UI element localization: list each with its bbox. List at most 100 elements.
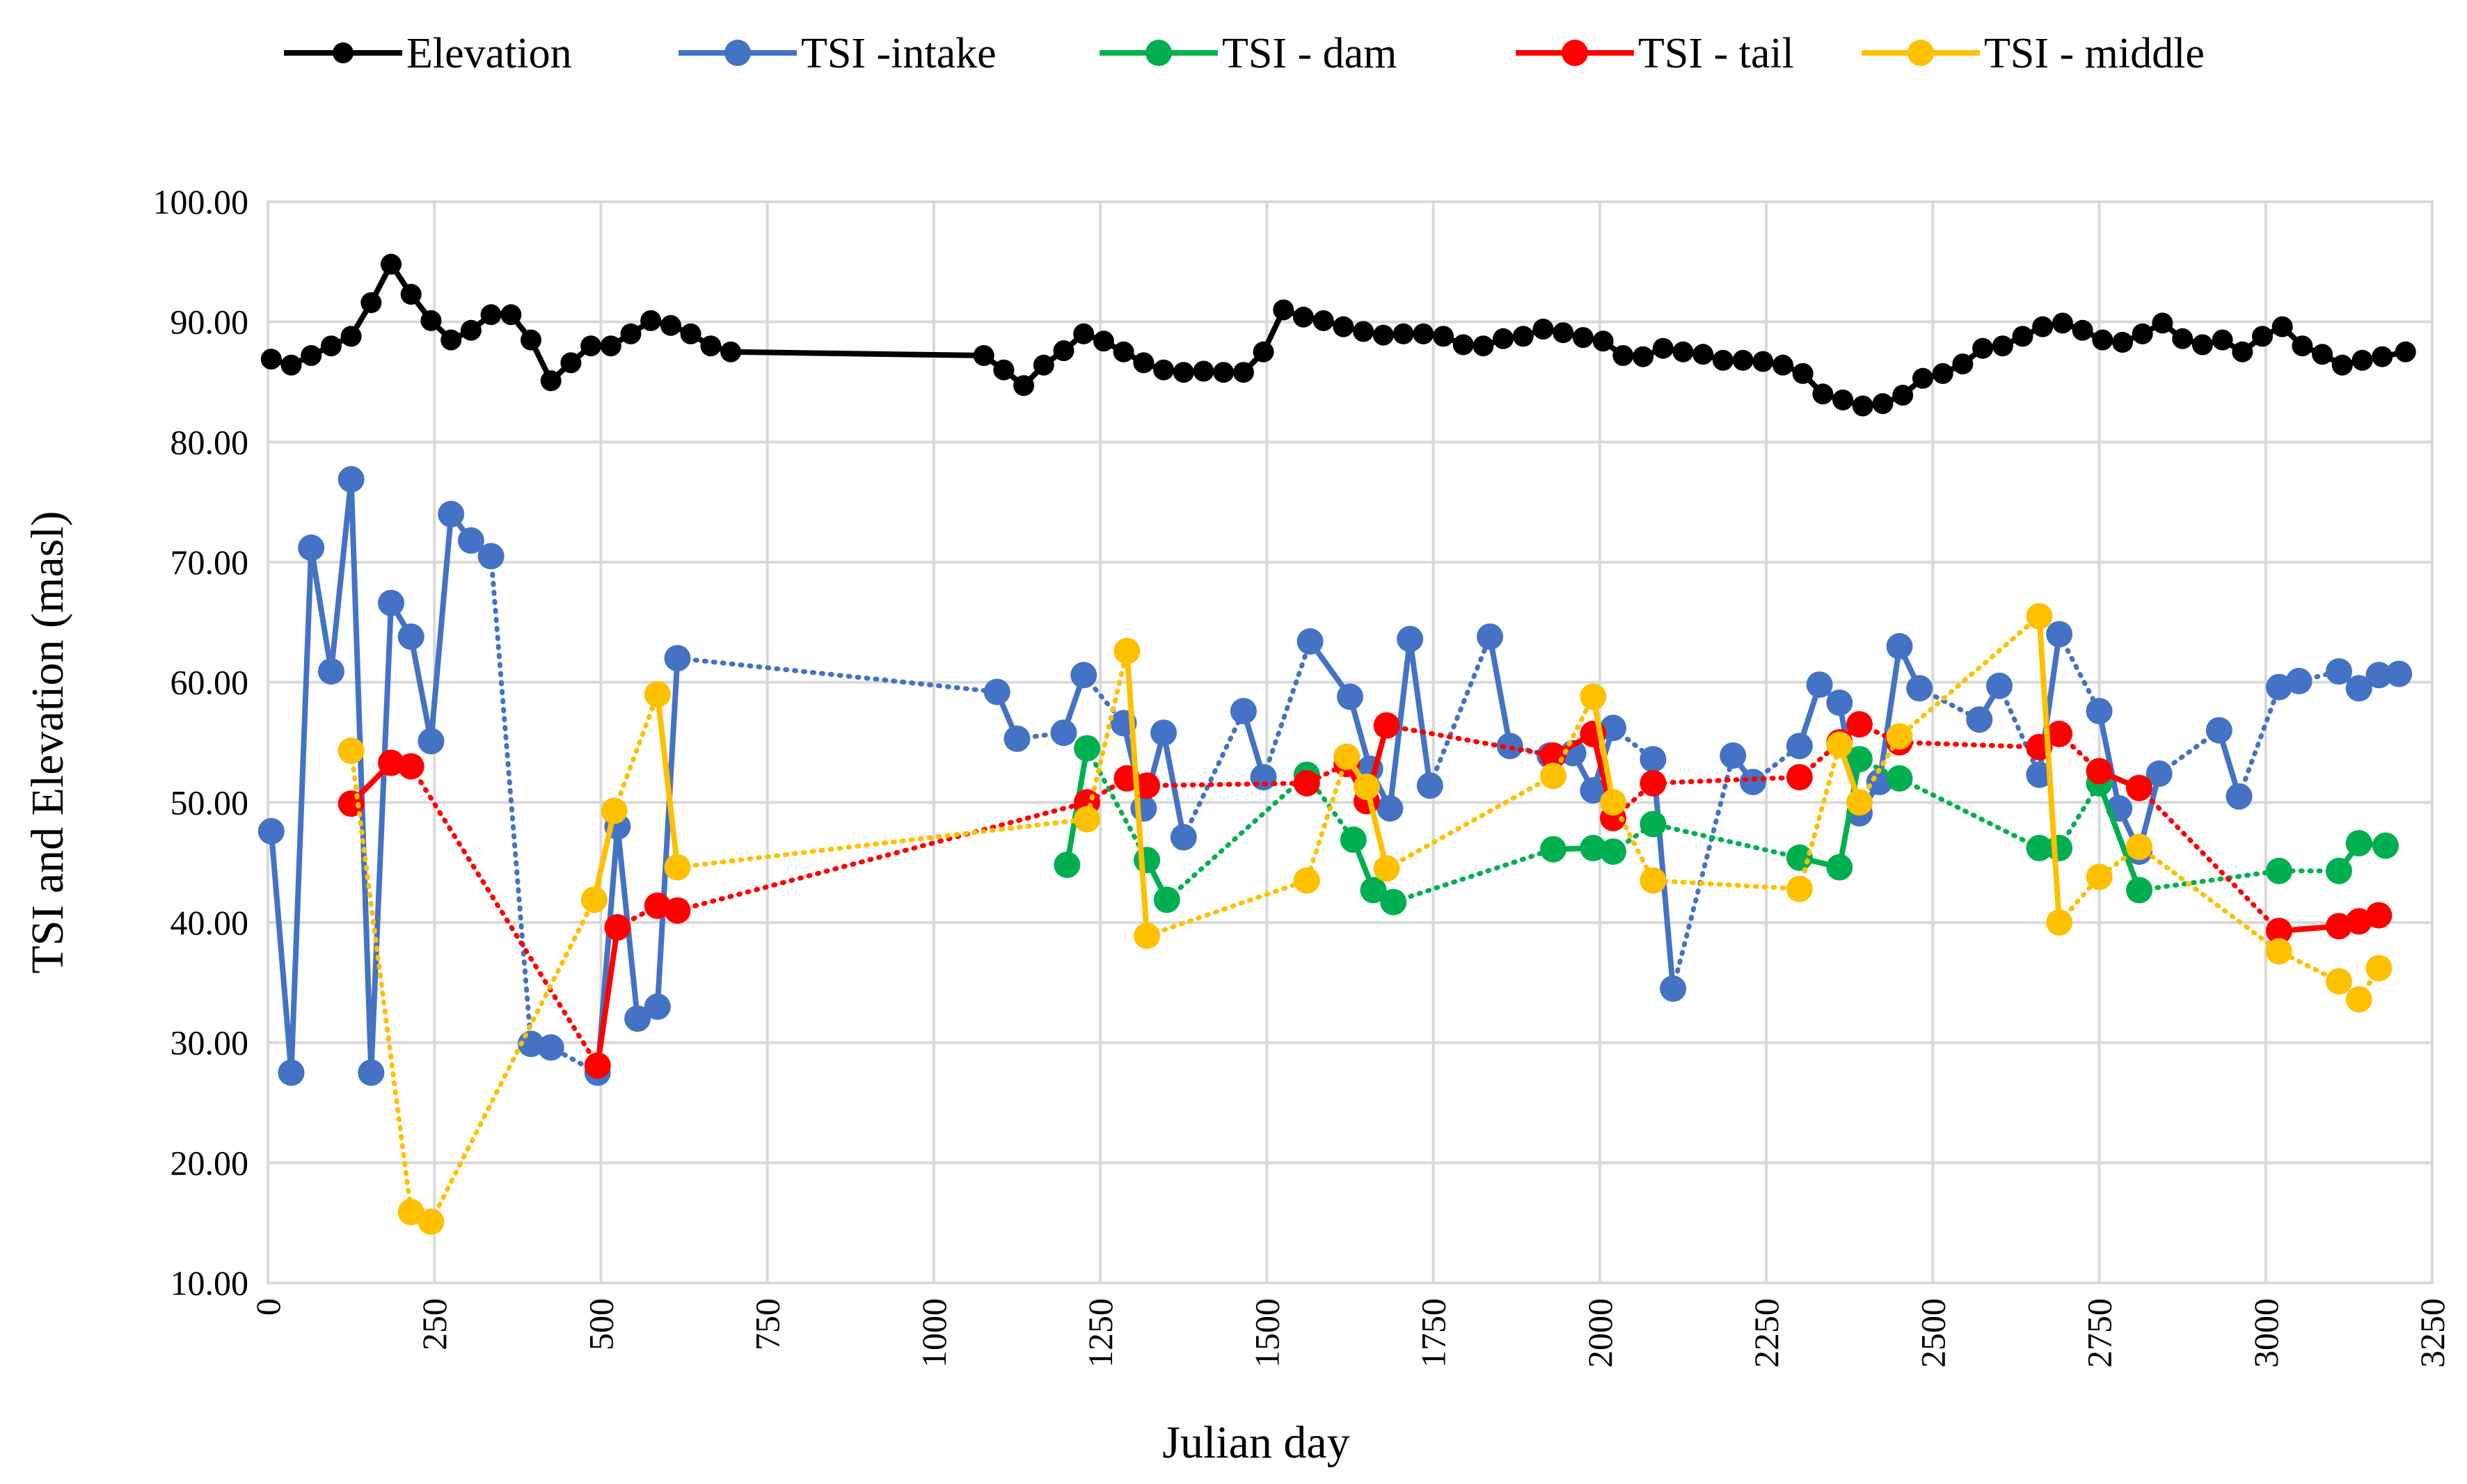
x-tick-label: 2000: [1580, 1298, 1619, 1368]
data-point: [1393, 323, 1414, 344]
series-dotted-line: [2237, 685, 2282, 799]
data-point: [2126, 833, 2152, 861]
data-point: [2086, 863, 2113, 891]
series-line: [1124, 648, 1150, 939]
legend-item-tsi-tail: TSI - tail: [1516, 30, 1794, 77]
data-point: [2126, 774, 2152, 801]
x-tick-label: 750: [748, 1298, 787, 1350]
data-point: [2072, 319, 2093, 341]
data-point: [2265, 857, 2292, 884]
series-dotted-line: [1384, 723, 1556, 758]
y-tick-label: 50.00: [170, 783, 249, 822]
data-point: [1253, 341, 1274, 362]
data-point: [540, 370, 562, 392]
data-point: [560, 352, 582, 374]
data-point: [2191, 334, 2213, 356]
series-dotted-line: [1610, 742, 1842, 892]
data-point: [2372, 346, 2393, 367]
x-tick-label: 1250: [1081, 1298, 1120, 1368]
data-point: [600, 335, 621, 357]
data-point: [1539, 836, 1566, 863]
data-point: [1416, 772, 1443, 799]
y-tick-label: 20.00: [170, 1143, 249, 1182]
series-dotted-line: [1670, 753, 1736, 991]
series-dotted-line: [1997, 683, 2042, 778]
series-dotted-line: [675, 776, 1129, 913]
data-point: [1170, 824, 1197, 851]
data-point: [1153, 886, 1180, 913]
data-point: [2026, 834, 2053, 861]
x-tick-label: 2750: [2080, 1298, 2119, 1368]
data-point: [2292, 335, 2313, 357]
y-tick-label: 40.00: [170, 903, 249, 942]
data-point: [1337, 683, 1363, 710]
data-point: [280, 354, 302, 376]
series-line: [594, 924, 621, 1069]
data-point: [1377, 795, 1404, 822]
legend-marker: [724, 40, 751, 66]
x-axis-ticks: 0 250 500 750 1000 1250 1500 1750 2000 2250 2500 27…: [248, 1298, 2452, 1368]
legend-label: TSI -intake: [801, 30, 997, 77]
data-point: [1230, 698, 1257, 725]
series-dotted-line: [2136, 868, 2342, 893]
data-point: [2205, 717, 2232, 744]
series-tsi-middle: [338, 603, 2393, 1235]
data-point: [1232, 362, 1254, 383]
data-point: [664, 645, 691, 672]
data-point: [1340, 826, 1367, 853]
data-point: [340, 326, 362, 347]
data-point: [2365, 662, 2393, 689]
series-layer: [257, 253, 2416, 1235]
data-point: [257, 817, 285, 845]
data-point: [1273, 299, 1294, 321]
series-dotted-line: [408, 764, 601, 1068]
data-point: [2026, 761, 2053, 788]
data-point: [1293, 867, 1320, 894]
data-point: [1633, 346, 1653, 367]
series-dotted-line: [2056, 632, 2102, 714]
data-point: [338, 737, 365, 765]
series-dotted-line: [428, 897, 597, 1224]
data-point: [298, 534, 325, 561]
data-point: [664, 854, 691, 881]
data-point: [438, 500, 465, 527]
x-tick-label: 250: [415, 1298, 454, 1350]
data-point: [1512, 326, 1534, 347]
data-point: [2086, 758, 2113, 785]
series-dotted-line: [1084, 746, 1150, 863]
data-point: [460, 319, 482, 341]
data-point: [2086, 698, 2113, 725]
data-point: [360, 292, 382, 313]
x-tick-label: 500: [581, 1298, 620, 1350]
data-point: [1250, 764, 1277, 791]
series-line: [2096, 708, 2162, 855]
data-point: [2345, 830, 2372, 856]
data-point: [1886, 765, 1913, 792]
data-point: [1130, 795, 1157, 822]
data-point: [381, 253, 402, 275]
data-point: [1906, 675, 1933, 702]
data-point: [1572, 327, 1594, 349]
x-tick-label: 1000: [914, 1298, 953, 1368]
data-point: [1373, 855, 1400, 882]
y-axis-title: TSI and Elevation (masl): [22, 511, 73, 973]
data-point: [660, 314, 681, 336]
x-tick-label: 3250: [2413, 1298, 2452, 1368]
series-dotted-line: [1610, 740, 1842, 821]
data-point: [1074, 806, 1100, 833]
data-point: [1539, 763, 1566, 790]
data-point: [2326, 658, 2352, 685]
data-point: [1433, 326, 1454, 347]
data-point: [2285, 667, 2313, 694]
y-tick-label: 100.00: [153, 182, 249, 221]
data-point: [1053, 340, 1074, 362]
data-point: [700, 335, 722, 357]
series-elevation: [260, 253, 2416, 417]
data-point: [1826, 731, 1853, 758]
data-point: [644, 680, 671, 708]
y-tick-label: 60.00: [170, 663, 249, 702]
data-point: [278, 1059, 305, 1086]
data-point: [537, 1034, 564, 1061]
data-point: [973, 345, 994, 366]
data-point: [1296, 628, 1324, 655]
